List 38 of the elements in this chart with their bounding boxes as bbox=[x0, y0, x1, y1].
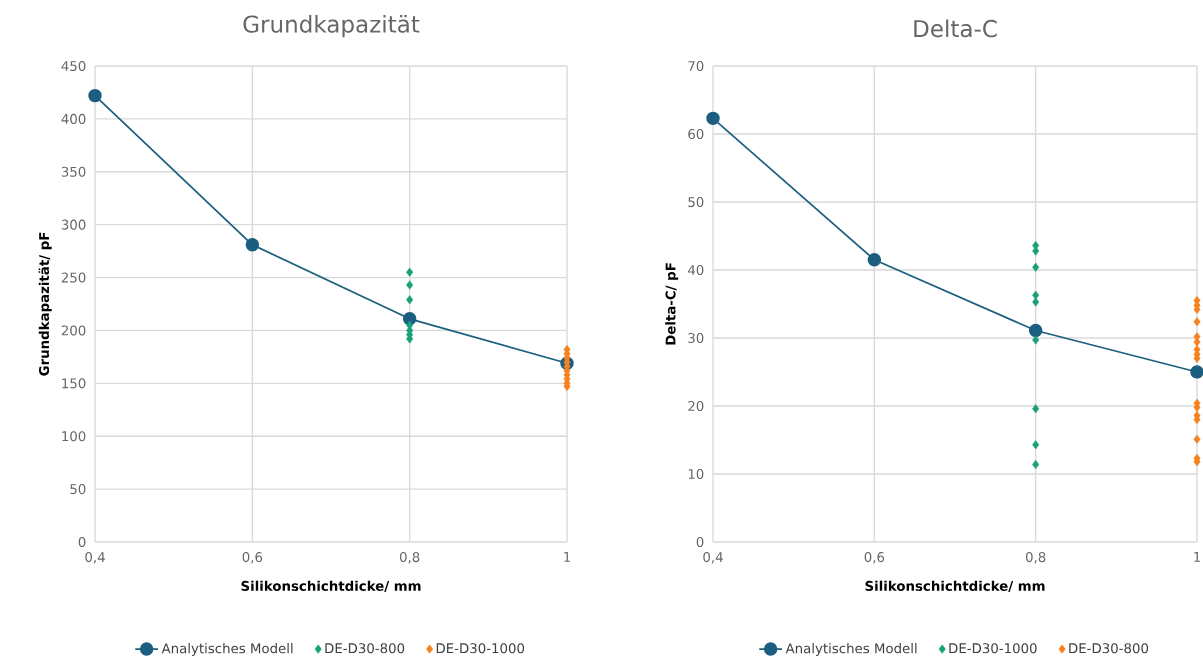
y-axis-title: Delta-C/ pF bbox=[665, 263, 679, 345]
legend-label: Analytisches Modell bbox=[161, 643, 293, 656]
x-tick-label: 0,8 bbox=[399, 552, 420, 564]
y-tick-label: 50 bbox=[688, 196, 704, 208]
y-tick-label: 40 bbox=[687, 264, 704, 276]
y-tick-label: 100 bbox=[62, 431, 86, 442]
x-axis-title: Silikonschichtdicke/ mm bbox=[241, 580, 421, 593]
x-tick-label: 0,6 bbox=[864, 552, 885, 564]
x-axis-title: Silikonschichtdicke/ mm bbox=[865, 580, 1045, 593]
y-tick-label: 400 bbox=[61, 113, 86, 124]
y-tick-label: 450 bbox=[61, 60, 86, 72]
legend-label: DE-D30-1000 bbox=[949, 643, 1037, 654]
y-tick-label: 0 bbox=[696, 536, 704, 548]
legend-label: Analytisches Modell bbox=[785, 643, 917, 656]
y-tick-label: 50 bbox=[70, 484, 86, 495]
y-tick-label: 150 bbox=[62, 378, 86, 389]
x-tick-label: 0,4 bbox=[85, 552, 105, 564]
y-tick-label: 350 bbox=[61, 166, 86, 177]
y-tick-label: 70 bbox=[688, 60, 704, 72]
legend-label: DE-D30-800 bbox=[325, 643, 405, 654]
chart-title: Delta-C bbox=[914, 19, 997, 38]
y-tick-label: 60 bbox=[688, 128, 704, 140]
y-axis-title: Grundkapazität/ pF bbox=[38, 232, 52, 376]
x-tick-label: 1 bbox=[1194, 552, 1201, 562]
x-tick-label: 1 bbox=[564, 552, 571, 562]
y-tick-label: 30 bbox=[688, 332, 704, 344]
y-tick-label: 20 bbox=[688, 400, 704, 412]
y-tick-label: 200 bbox=[61, 325, 86, 336]
x-tick-label: 0,4 bbox=[703, 552, 723, 564]
legend-label: DE-D30-800 bbox=[1069, 643, 1149, 654]
legend-label: DE-D30-1000 bbox=[436, 643, 525, 654]
x-tick-label: 0,8 bbox=[1025, 552, 1046, 564]
x-tick-label: 0,6 bbox=[242, 552, 263, 564]
y-tick-label: 10 bbox=[688, 468, 704, 480]
chart-title: Grundkapazität bbox=[243, 15, 420, 38]
y-tick-label: 250 bbox=[61, 272, 86, 283]
y-tick-label: 300 bbox=[61, 219, 86, 230]
y-tick-label: 0 bbox=[78, 536, 86, 548]
